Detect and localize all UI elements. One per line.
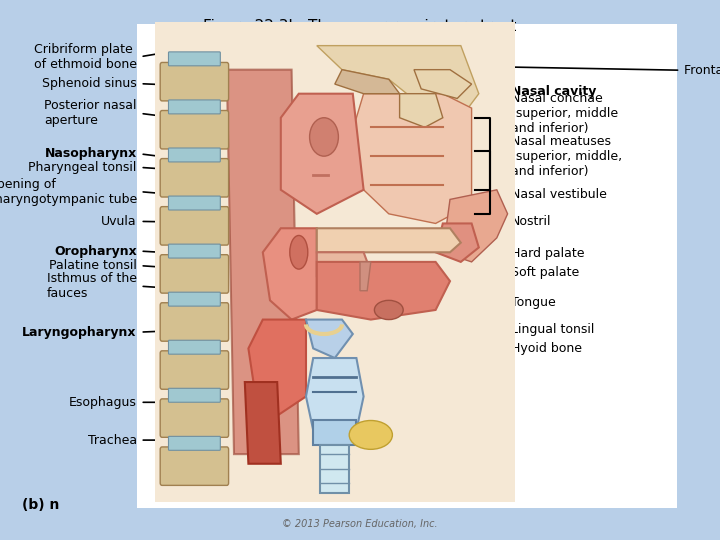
Polygon shape	[281, 94, 364, 214]
FancyBboxPatch shape	[161, 63, 229, 101]
Polygon shape	[306, 320, 353, 358]
Text: Isthmus of the
fauces: Isthmus of the fauces	[47, 272, 137, 300]
FancyBboxPatch shape	[161, 399, 229, 437]
Text: Pharyngeal tonsil: Pharyngeal tonsil	[28, 161, 137, 174]
Text: Nasal meatuses
(superior, middle,
and inferior): Nasal meatuses (superior, middle, and in…	[511, 135, 622, 178]
Text: Trachea: Trachea	[88, 434, 137, 447]
Polygon shape	[436, 224, 479, 262]
Text: Cribriform plate
of ethmoid bone: Cribriform plate of ethmoid bone	[34, 43, 137, 71]
Text: Figure 22.3b  The upper respiratory tract: Figure 22.3b The upper respiratory tract	[203, 19, 517, 34]
Polygon shape	[360, 262, 371, 291]
Polygon shape	[400, 94, 443, 127]
FancyBboxPatch shape	[168, 100, 220, 114]
Polygon shape	[317, 252, 371, 286]
Polygon shape	[335, 70, 400, 94]
Polygon shape	[248, 320, 306, 416]
Ellipse shape	[289, 235, 307, 269]
FancyBboxPatch shape	[137, 24, 677, 508]
FancyBboxPatch shape	[168, 52, 220, 66]
FancyBboxPatch shape	[161, 159, 229, 197]
Text: Cricoid cartilage: Cricoid cartilage	[396, 428, 499, 441]
FancyBboxPatch shape	[168, 436, 220, 450]
FancyBboxPatch shape	[168, 340, 220, 354]
FancyBboxPatch shape	[161, 207, 229, 245]
Polygon shape	[349, 94, 472, 224]
Text: Oropharynx: Oropharynx	[54, 245, 137, 258]
FancyBboxPatch shape	[168, 292, 220, 306]
Circle shape	[310, 118, 338, 156]
FancyBboxPatch shape	[161, 111, 229, 149]
Polygon shape	[263, 228, 317, 320]
Text: Lingual tonsil: Lingual tonsil	[511, 323, 595, 336]
Polygon shape	[317, 262, 450, 320]
Polygon shape	[317, 228, 461, 252]
Text: Nasal conchae
(superior, middle
and inferior): Nasal conchae (superior, middle and infe…	[511, 92, 618, 135]
Text: Sphenoid sinus: Sphenoid sinus	[42, 77, 137, 90]
Text: Laryngopharynx: Laryngopharynx	[22, 326, 137, 339]
FancyBboxPatch shape	[161, 303, 229, 341]
Text: Vocal fold: Vocal fold	[396, 415, 457, 428]
Text: Posterior nasal
aperture: Posterior nasal aperture	[45, 99, 137, 127]
Text: Nasal cavity: Nasal cavity	[511, 85, 597, 98]
Text: Palatine tonsil: Palatine tonsil	[49, 259, 137, 272]
Text: Esophagus: Esophagus	[69, 396, 137, 409]
Text: Vestibular fold: Vestibular fold	[396, 388, 486, 401]
Text: Thyroid cartilage: Thyroid cartilage	[396, 401, 503, 414]
Polygon shape	[414, 70, 472, 98]
FancyBboxPatch shape	[168, 244, 220, 258]
FancyBboxPatch shape	[161, 255, 229, 293]
Polygon shape	[320, 444, 349, 492]
Text: Frontal sinus: Frontal sinus	[684, 64, 720, 77]
Text: Nasal vestibule: Nasal vestibule	[511, 188, 607, 201]
Text: Uvula: Uvula	[102, 215, 137, 228]
Text: Epiglottis: Epiglottis	[396, 374, 454, 387]
Polygon shape	[245, 382, 281, 464]
FancyBboxPatch shape	[168, 196, 220, 210]
Text: © 2013 Pearson Education, Inc.: © 2013 Pearson Education, Inc.	[282, 519, 438, 529]
Polygon shape	[313, 421, 356, 444]
Text: Larynx: Larynx	[382, 361, 424, 374]
Text: Tongue: Tongue	[511, 296, 556, 309]
Text: Nostril: Nostril	[511, 215, 552, 228]
Polygon shape	[443, 190, 508, 262]
Polygon shape	[227, 70, 299, 454]
FancyBboxPatch shape	[161, 447, 229, 485]
Polygon shape	[317, 46, 479, 118]
Polygon shape	[306, 358, 364, 430]
Text: Hyoid bone: Hyoid bone	[511, 342, 582, 355]
Text: Thyroid gland: Thyroid gland	[396, 454, 482, 467]
FancyBboxPatch shape	[155, 22, 515, 502]
Ellipse shape	[349, 421, 392, 449]
Text: (b) n: (b) n	[22, 498, 59, 512]
Text: Opening of
pharyngotympanic tube: Opening of pharyngotympanic tube	[0, 178, 137, 206]
FancyBboxPatch shape	[161, 351, 229, 389]
Text: Nasopharynx: Nasopharynx	[45, 147, 137, 160]
FancyBboxPatch shape	[168, 388, 220, 402]
Ellipse shape	[374, 300, 403, 320]
Text: Soft palate: Soft palate	[511, 266, 580, 279]
FancyBboxPatch shape	[168, 148, 220, 162]
Text: Hard palate: Hard palate	[511, 247, 585, 260]
